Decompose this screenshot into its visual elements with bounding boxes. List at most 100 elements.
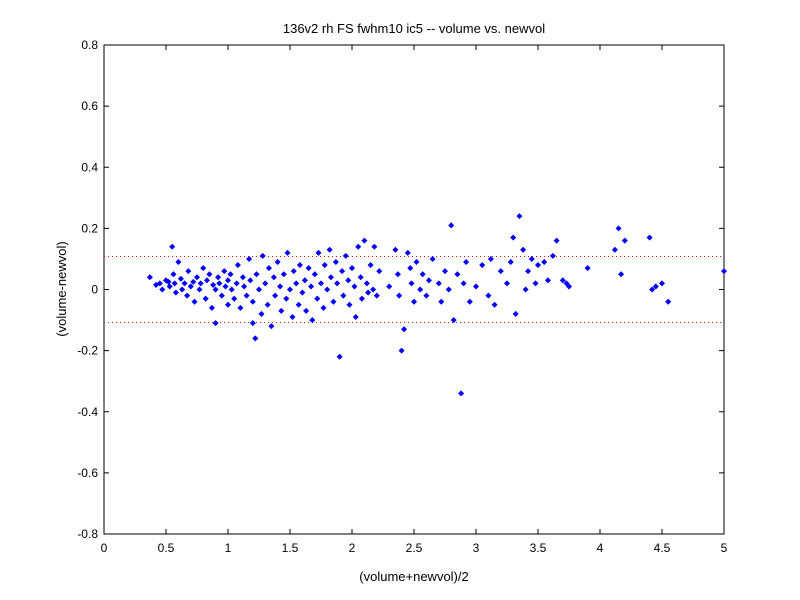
data-point [212, 286, 219, 293]
x-axis-label: (volume+newvol)/2 [359, 569, 468, 584]
data-point [270, 274, 277, 281]
x-axis-ticks: 0 0.5 1 1.5 2 2.5 3 3.5 4 4.5 5 [101, 45, 728, 555]
y-tick-label: 0 [91, 283, 98, 297]
data-point [277, 283, 284, 290]
data-point [512, 310, 519, 317]
data-point [222, 283, 229, 290]
data-point [466, 298, 473, 305]
data-point [283, 295, 290, 302]
data-point [435, 280, 442, 287]
data-point [497, 268, 504, 275]
y-axis-label: (volume-newvol) [54, 241, 69, 336]
data-point [210, 281, 217, 288]
data-point [340, 292, 347, 299]
data-point [212, 320, 219, 327]
data-point [559, 277, 566, 284]
data-point [293, 280, 300, 287]
data-point [166, 283, 173, 290]
data-point [324, 286, 331, 293]
data-point [450, 317, 457, 324]
data-point [358, 295, 365, 302]
data-point [289, 313, 296, 321]
data-point [284, 249, 291, 256]
data-point [485, 292, 492, 299]
data-point [528, 255, 535, 262]
x-tick-label: 1.5 [282, 541, 299, 555]
data-point [259, 252, 266, 259]
data-point [169, 243, 176, 250]
data-point [146, 274, 153, 281]
plot-area [103, 44, 725, 535]
y-tick-label: 0.4 [81, 160, 98, 174]
x-tick-label: 4.5 [654, 541, 671, 555]
x-tick-label: 3.5 [530, 541, 547, 555]
data-point [407, 265, 414, 272]
data-point [549, 252, 556, 259]
data-point [258, 310, 265, 317]
data-point [404, 249, 411, 256]
data-point [479, 262, 486, 269]
data-point [348, 265, 356, 272]
data-point [584, 265, 591, 272]
data-point [162, 277, 170, 284]
data-point [249, 320, 256, 327]
data-point [159, 286, 166, 293]
data-point [239, 274, 246, 281]
data-point [264, 301, 271, 308]
data-point [165, 278, 172, 285]
data-point [413, 258, 420, 266]
data-point [247, 277, 254, 284]
data-point [532, 280, 539, 287]
data-point [299, 289, 306, 296]
data-point [541, 258, 548, 266]
data-point [376, 268, 383, 275]
data-point [460, 280, 467, 287]
data-point [320, 304, 327, 311]
data-point [345, 277, 352, 284]
data-point [179, 286, 186, 293]
data-point [507, 258, 514, 266]
data-point [218, 292, 225, 299]
data-point [525, 268, 532, 275]
data-point [463, 258, 470, 266]
data-point [268, 323, 275, 330]
data-point [184, 292, 191, 299]
data-point [398, 347, 405, 354]
data-point [208, 304, 215, 311]
x-tick-label: 0.5 [158, 541, 175, 555]
data-point [346, 301, 353, 308]
data-point [649, 286, 656, 293]
data-point [621, 237, 628, 244]
y-tick-label: 0.8 [81, 38, 98, 52]
y-tick-label: 0.6 [81, 99, 98, 113]
data-point [171, 280, 178, 287]
data-point [522, 286, 529, 293]
data-point [296, 262, 303, 269]
data-point [255, 286, 263, 293]
data-point [280, 271, 287, 278]
data-point [197, 280, 204, 287]
data-point [618, 271, 625, 278]
data-point [565, 283, 573, 290]
x-tick-label: 1 [225, 541, 232, 555]
data-point [326, 246, 333, 253]
data-point [252, 335, 259, 342]
data-point [394, 271, 401, 278]
y-tick-label: -0.6 [77, 466, 98, 480]
data-point [237, 304, 244, 311]
data-point [417, 286, 424, 293]
data-point [156, 280, 163, 287]
data-point [445, 286, 452, 293]
data-points [146, 213, 728, 397]
data-point [392, 246, 399, 253]
data-point [286, 286, 294, 293]
data-point [317, 280, 325, 287]
data-point [181, 280, 188, 287]
x-tick-label: 4 [597, 541, 604, 555]
data-point [352, 313, 359, 321]
data-point [243, 292, 250, 299]
data-point [272, 292, 279, 299]
data-point [472, 283, 480, 290]
data-point [215, 274, 222, 281]
